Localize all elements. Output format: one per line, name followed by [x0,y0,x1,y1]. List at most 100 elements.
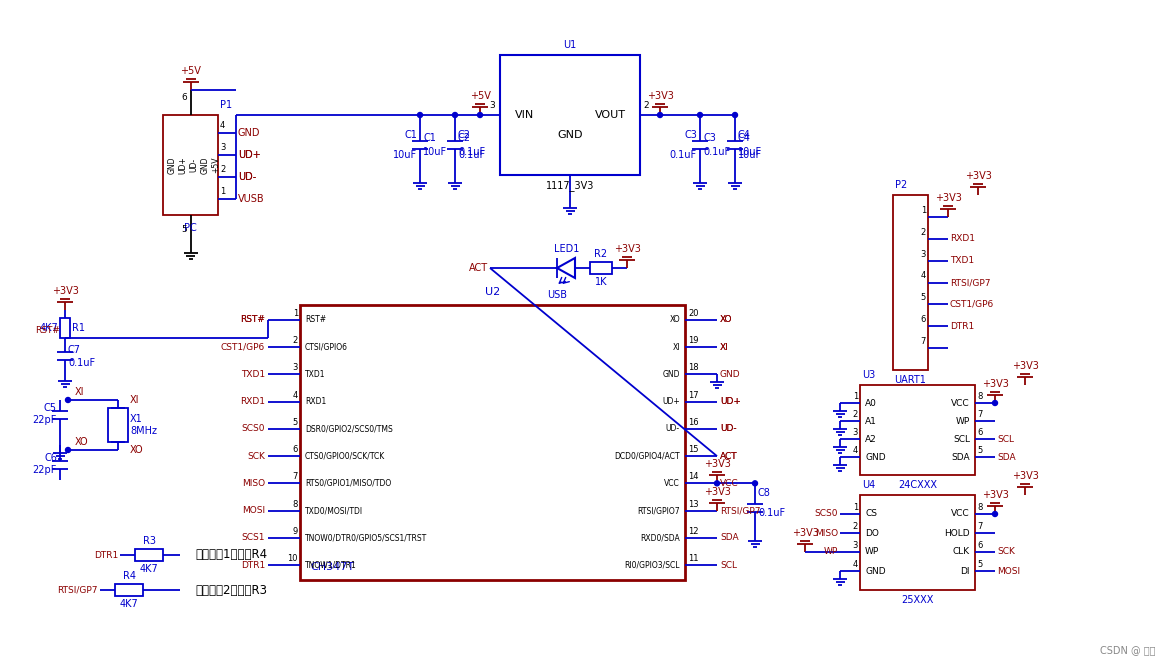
Text: 22pF: 22pF [33,415,57,425]
Text: 18: 18 [688,364,699,372]
Text: CSDN @ 易板: CSDN @ 易板 [1099,645,1154,655]
Bar [300,305,684,580]
Text: XO: XO [720,316,732,324]
Text: C3: C3 [703,133,716,143]
Text: 0.1uF: 0.1uF [758,508,785,518]
Text: U2: U2 [485,287,500,297]
Bar [115,584,143,596]
Text: UD+: UD+ [720,397,741,406]
Text: RTSI/GPIO7: RTSI/GPIO7 [638,506,680,515]
Text: HOLD: HOLD [945,529,970,537]
Text: +3V3: +3V3 [703,460,730,470]
Text: CST1/GP6: CST1/GP6 [220,343,265,352]
Text: RTSI/GP7: RTSI/GP7 [720,506,761,515]
Text: +3V3: +3V3 [647,91,674,101]
Text: XO: XO [720,316,732,324]
Text: 0.1uF: 0.1uF [458,147,485,157]
Text: MISO: MISO [815,529,838,537]
Text: VOUT: VOUT [594,110,626,120]
Text: RTSI/GP7: RTSI/GP7 [57,585,98,595]
Text: 19: 19 [688,336,699,345]
Text: 4: 4 [853,560,858,569]
Text: UD+: UD+ [238,150,260,160]
Bar [163,115,218,215]
Text: 2: 2 [220,165,225,174]
Circle shape [66,448,70,452]
Text: RST#: RST# [240,316,265,324]
Text: 8: 8 [293,500,298,509]
Text: 2: 2 [853,410,858,419]
Text: GND: GND [720,370,741,379]
Text: C8: C8 [758,488,771,498]
Text: RST#: RST# [35,326,60,335]
Bar [500,55,640,175]
Text: A2: A2 [865,434,877,444]
Text: UD-: UD- [666,424,680,434]
Text: SCL: SCL [953,434,970,444]
Text: 10uF: 10uF [738,150,762,160]
Text: 8: 8 [977,392,982,401]
Text: +5V: +5V [180,66,200,76]
Text: +5V: +5V [470,91,490,101]
Text: 3: 3 [293,364,298,372]
Text: C4: C4 [738,130,751,140]
Text: 6: 6 [921,315,926,324]
Text: RXD1: RXD1 [240,397,265,406]
Bar [590,262,612,274]
Text: 17: 17 [688,391,699,400]
Text: 3: 3 [852,428,858,437]
Text: 1: 1 [853,503,858,512]
Text: DTR1: DTR1 [94,551,118,559]
Text: CLK: CLK [953,547,970,557]
Polygon shape [557,258,575,278]
Text: 7: 7 [977,410,982,419]
Text: VCC: VCC [952,398,970,408]
Text: XI: XI [130,395,139,405]
Text: 1: 1 [853,392,858,401]
Circle shape [477,113,483,117]
Bar [860,385,975,475]
Text: XO: XO [75,437,89,447]
Text: 5: 5 [182,226,188,234]
Text: GND: GND [168,157,177,174]
Text: SDA: SDA [997,452,1016,462]
Text: GND: GND [238,128,260,138]
Bar [108,408,128,442]
Circle shape [657,113,662,117]
Text: TXD0/MOSI/TDI: TXD0/MOSI/TDI [305,506,363,515]
Text: +3V3: +3V3 [1011,471,1038,481]
Text: U3: U3 [861,370,875,380]
Text: DTR1: DTR1 [950,322,974,331]
Text: +3V3: +3V3 [1011,361,1038,371]
Text: RXD1: RXD1 [305,397,326,406]
Text: +3V3: +3V3 [703,487,730,497]
Text: 0.1uF: 0.1uF [68,358,95,368]
Bar [860,495,975,590]
Text: 14: 14 [688,472,699,482]
Text: 2: 2 [853,522,858,531]
Text: R4: R4 [123,571,136,581]
Circle shape [452,113,457,117]
Text: P1: P1 [220,100,232,110]
Text: 12: 12 [688,527,699,535]
Text: UD-: UD- [190,158,198,172]
Text: 1: 1 [220,187,225,196]
Text: PC: PC [184,223,197,233]
Text: 10uF: 10uF [738,147,762,157]
Text: R3: R3 [143,536,156,546]
Text: ACT: ACT [469,263,488,273]
Text: 4: 4 [220,121,225,130]
Text: 3: 3 [489,101,495,110]
Text: 1K: 1K [594,277,607,287]
Text: 3: 3 [220,143,225,152]
Text: 4K7: 4K7 [120,599,138,609]
Text: SDA: SDA [952,452,970,462]
Text: 6: 6 [182,93,188,101]
Text: ACT: ACT [720,452,737,461]
Text: C5: C5 [45,403,57,413]
Text: 7: 7 [921,337,926,346]
Text: A1: A1 [865,416,877,426]
Text: 11: 11 [688,554,699,563]
Text: VCC: VCC [665,479,680,488]
Text: RI0/GPIO3/SCL: RI0/GPIO3/SCL [625,561,680,569]
